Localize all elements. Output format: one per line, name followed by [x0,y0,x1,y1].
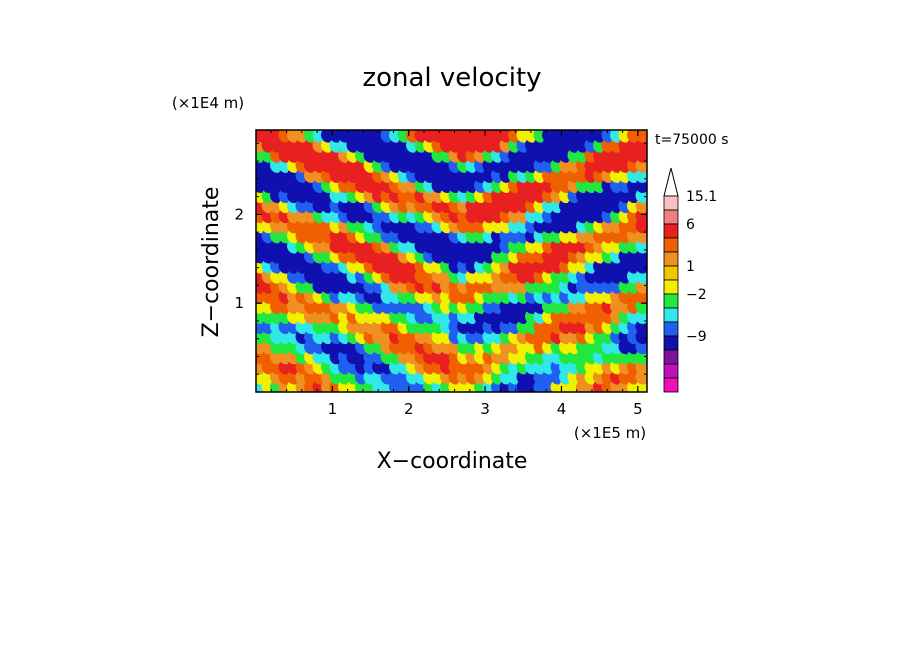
colorbar-segment [663,223,679,239]
colorbar-segment [663,307,679,323]
plot-frame [255,129,648,393]
x-axis-ticks: 1 2 3 4 5 [270,130,643,418]
x-tick-label: 2 [404,400,414,418]
y-tick-label: 1 [234,294,244,312]
x-tick-label: 5 [633,400,643,418]
time-label: t=75000 s [655,132,729,148]
colorbar-segment [663,321,679,337]
colorbar-label: 1 [686,259,695,275]
colorbar-label: 15.1 [686,189,717,205]
y-scale-label: (×1E4 m) [172,94,244,112]
chart-title: zonal velocity [362,63,541,93]
colorbar-segment [663,363,679,379]
y-tick-label: 2 [234,205,244,223]
colorbar-segment [663,195,679,211]
colorbar-segment [663,349,679,365]
x-tick-label: 3 [480,400,490,418]
y-axis-label: Z−coordinate [199,187,224,338]
plot-area [256,130,647,392]
colorbar-segment [663,293,679,309]
colorbar-label: −9 [686,329,707,345]
colorbar: 15.1 6 1 −2 −9 [663,167,717,393]
colorbar-segment [663,279,679,295]
x-tick-label: 4 [557,400,567,418]
colorbar-segment [663,237,679,253]
colorbar-segment [663,251,679,267]
x-scale-label: (×1E5 m) [574,424,646,442]
x-tick-label: 1 [328,400,338,418]
colorbar-extend-triangle [663,167,679,197]
x-axis-label: X−coordinate [377,449,528,474]
y-axis-ticks: 12 [234,142,647,375]
colorbar-segment [663,265,679,281]
colorbar-label: −2 [686,287,707,303]
colorbar-segment [663,335,679,351]
colorbar-label: 6 [686,217,695,233]
colorbar-segment [663,377,679,393]
colorbar-segment [663,209,679,225]
